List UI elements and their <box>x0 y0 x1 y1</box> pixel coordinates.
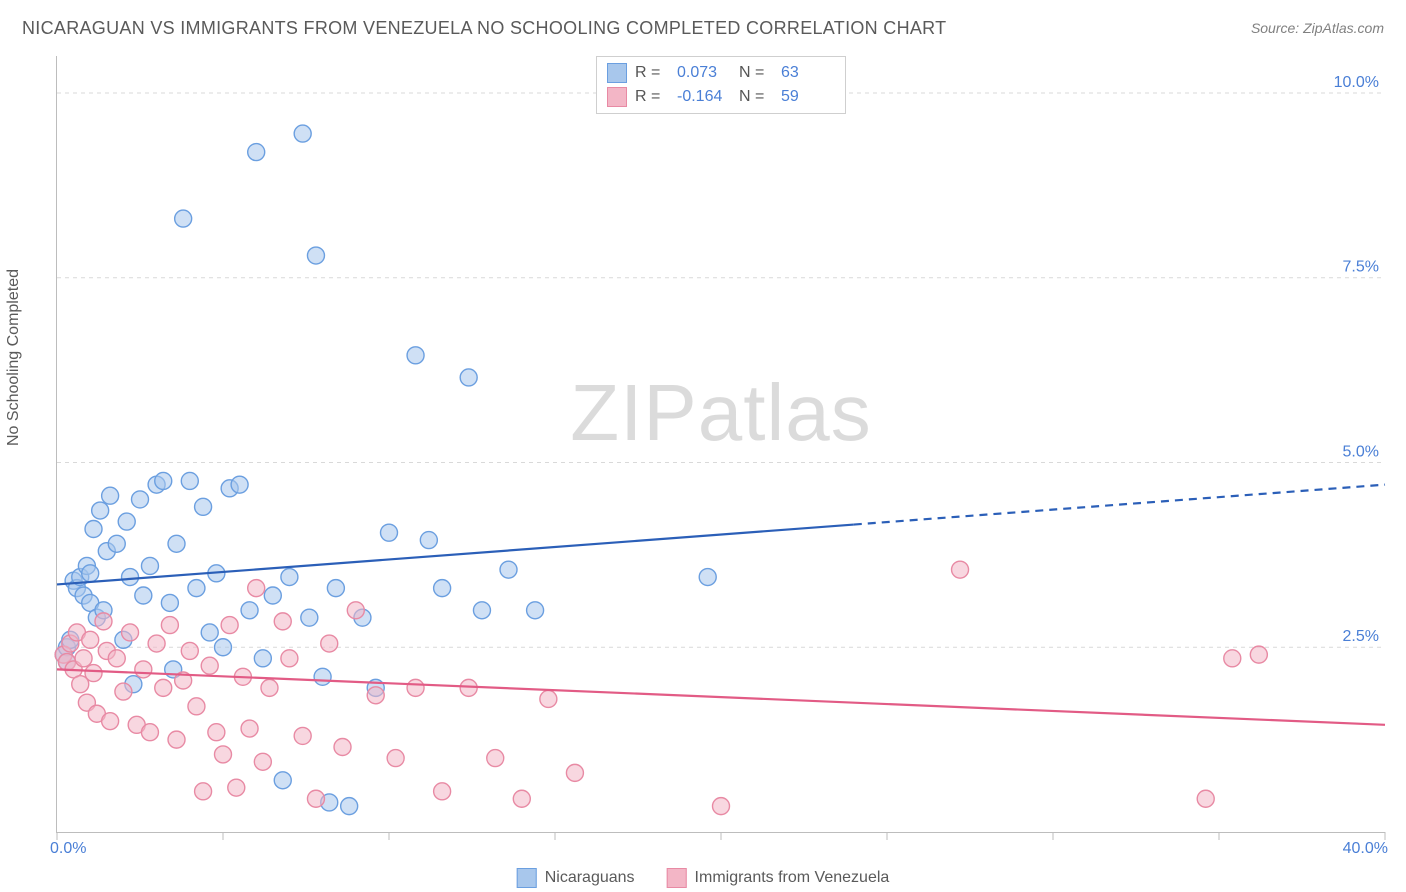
legend-n-value-2: 59 <box>781 88 835 106</box>
legend-row-series-2: R = -0.164 N = 59 <box>607 85 835 109</box>
legend-r-label: R = <box>635 88 669 106</box>
x-axis-max-label: 40.0% <box>1343 840 1388 858</box>
svg-text:2.5%: 2.5% <box>1343 628 1379 645</box>
legend-item-series-1: Nicaraguans <box>517 868 635 888</box>
swatch-blue-icon <box>517 868 537 888</box>
svg-text:10.0%: 10.0% <box>1334 74 1379 91</box>
legend-r-value-1: 0.073 <box>677 64 731 82</box>
x-axis-min-label: 0.0% <box>50 840 86 858</box>
legend-n-value-1: 63 <box>781 64 835 82</box>
source-attribution: Source: ZipAtlas.com <box>1251 20 1384 36</box>
plot-area: ZIPatlas 2.5%5.0%7.5%10.0% R = 0.073 N =… <box>56 56 1385 833</box>
legend-row-series-1: R = 0.073 N = 63 <box>607 61 835 85</box>
legend-label-series-1: Nicaraguans <box>545 869 635 887</box>
y-axis-label: No Schooling Completed <box>5 269 23 446</box>
correlation-legend: R = 0.073 N = 63 R = -0.164 N = 59 <box>596 56 846 114</box>
legend-label-series-2: Immigrants from Venezuela <box>695 869 890 887</box>
swatch-blue-icon <box>607 63 627 83</box>
legend-n-label: N = <box>739 88 773 106</box>
legend-r-value-2: -0.164 <box>677 88 731 106</box>
svg-text:5.0%: 5.0% <box>1343 443 1379 460</box>
swatch-pink-icon <box>607 87 627 107</box>
series-legend: Nicaraguans Immigrants from Venezuela <box>517 868 890 888</box>
legend-item-series-2: Immigrants from Venezuela <box>667 868 890 888</box>
swatch-pink-icon <box>667 868 687 888</box>
legend-n-label: N = <box>739 64 773 82</box>
scatter-chart-svg: 2.5% 5.0% 7.5% 10.0% <box>57 56 1385 832</box>
chart-title: NICARAGUAN VS IMMIGRANTS FROM VENEZUELA … <box>22 18 946 39</box>
legend-r-label: R = <box>635 64 669 82</box>
svg-text:7.5%: 7.5% <box>1343 259 1379 276</box>
